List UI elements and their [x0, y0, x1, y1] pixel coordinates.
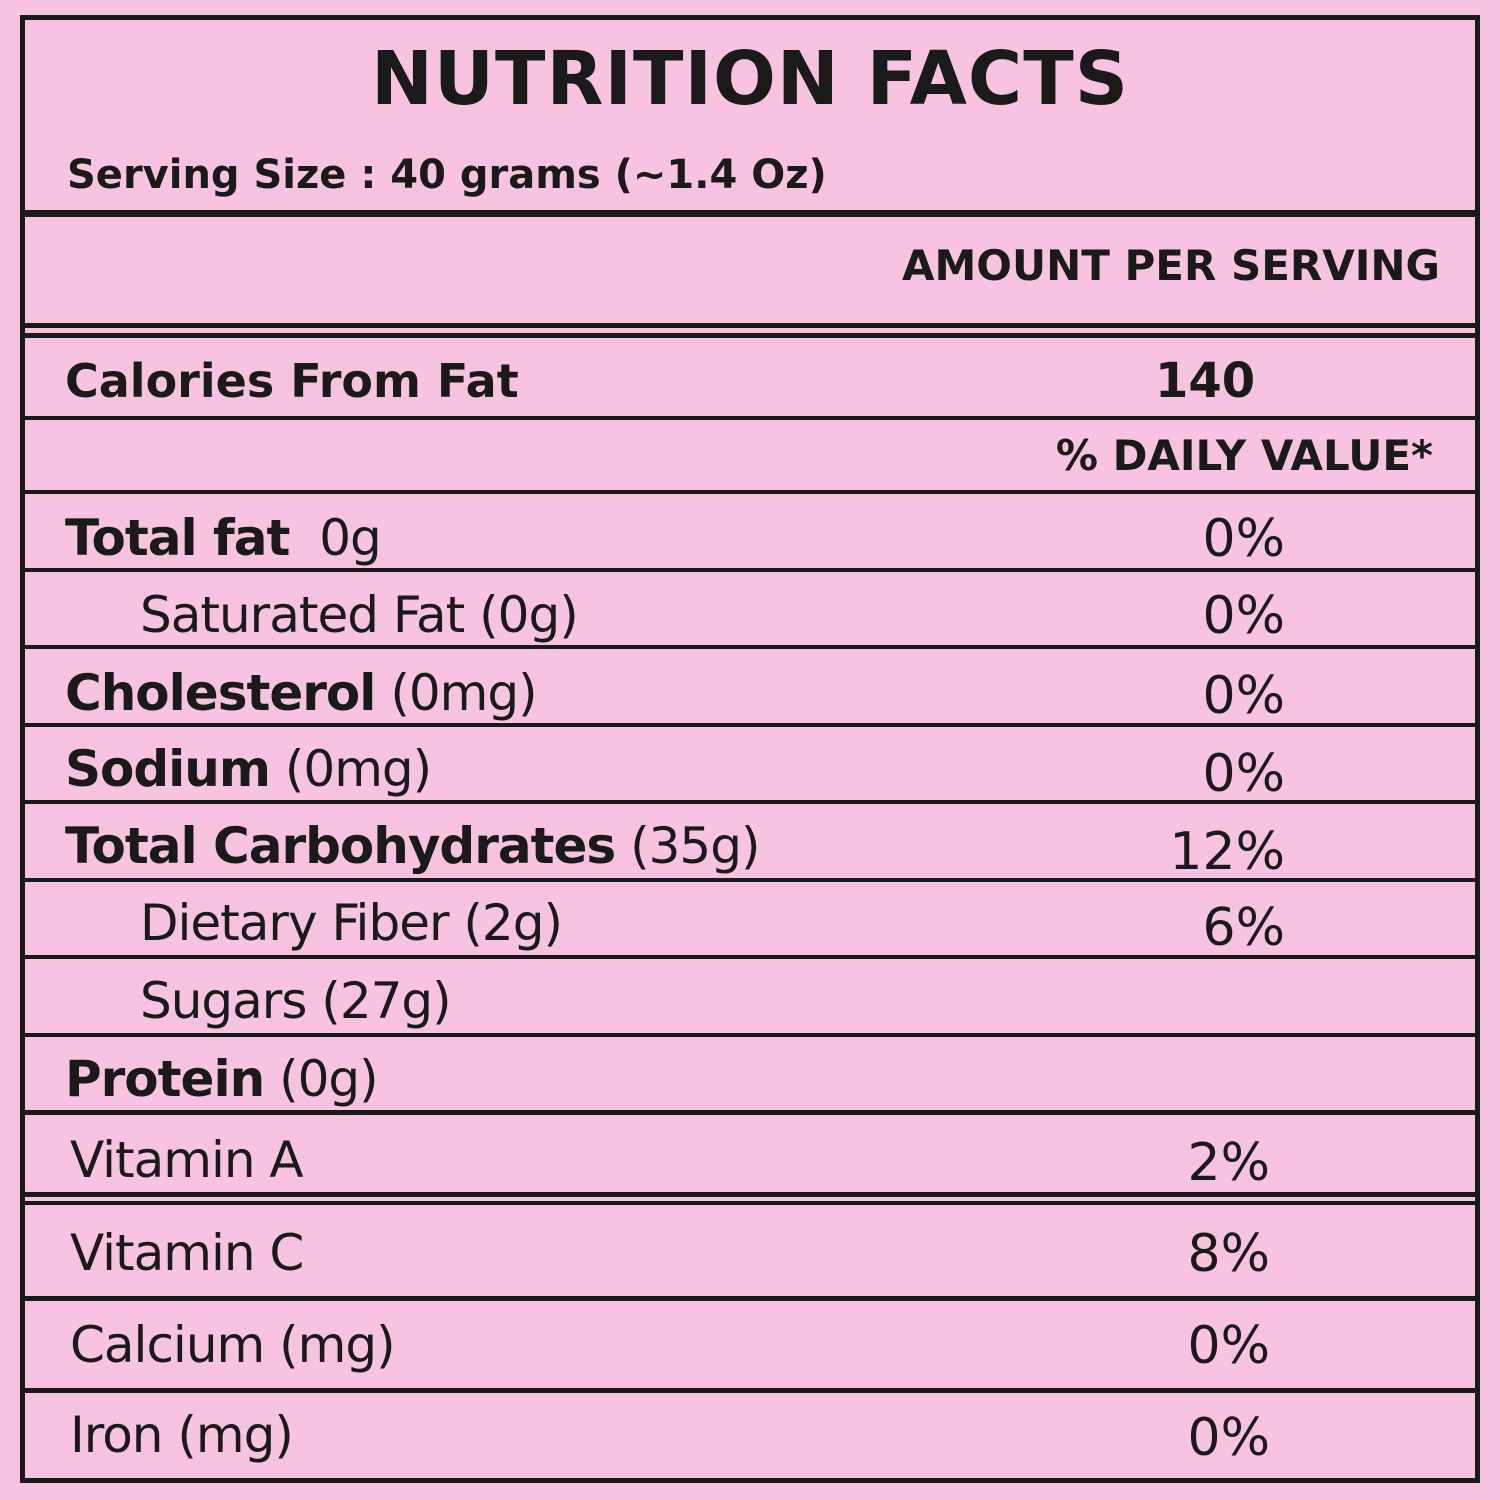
nutrient-name-sodium: Sodium (0mg) — [65, 740, 432, 798]
nutrient-name-cholesterol: Cholesterol (0mg) — [65, 664, 538, 722]
divider — [25, 1388, 1475, 1393]
nutrient-name-dietary-fiber: Dietary Fiber (2g) — [140, 894, 563, 952]
calories-from-fat-label: Calories From Fat — [65, 354, 519, 408]
divider — [25, 1296, 1475, 1301]
divider — [25, 323, 1475, 328]
divider — [25, 955, 1475, 959]
divider — [25, 568, 1475, 572]
divider — [25, 1201, 1475, 1205]
vitamin-dv-a: 2% — [1187, 1133, 1271, 1193]
vitamin-dv-c: 8% — [1187, 1224, 1271, 1284]
divider — [25, 416, 1475, 420]
vitamin-name-a: Vitamin A — [70, 1131, 304, 1189]
divider — [25, 1110, 1475, 1115]
divider — [25, 490, 1475, 494]
nutrient-name-protein: Protein (0g) — [65, 1050, 379, 1108]
mineral-dv-calcium: 0% — [1187, 1316, 1271, 1376]
nutrient-name-total-carbohydrates: Total Carbohydrates (35g) — [65, 817, 760, 875]
nutrient-dv-total-fat: 0% — [1202, 509, 1286, 569]
nutrient-dv-total-carbohydrates: 12% — [1169, 822, 1285, 882]
amount-per-serving-header: AMOUNT PER SERVING — [901, 241, 1440, 290]
nutrient-name-total-fat: Total fat 0g — [65, 509, 382, 567]
mineral-name-calcium: Calcium (mg) — [70, 1316, 396, 1374]
mineral-dv-iron: 0% — [1187, 1408, 1271, 1468]
nutrient-dv-sodium: 0% — [1202, 744, 1286, 804]
label-title: NUTRITION FACTS — [370, 36, 1130, 122]
daily-value-header: % DAILY VALUE* — [1055, 431, 1433, 480]
nutrient-name-sugars: Sugars (27g) — [140, 972, 452, 1030]
nutrient-dv-saturated-fat: 0% — [1202, 586, 1286, 646]
nutrient-dv-dietary-fiber: 6% — [1202, 898, 1286, 958]
divider — [25, 1033, 1475, 1037]
nutrition-facts-label: NUTRITION FACTS Serving Size : 40 grams … — [20, 15, 1480, 1483]
nutrient-name-saturated-fat: Saturated Fat (0g) — [140, 586, 579, 644]
divider — [25, 723, 1475, 727]
divider — [25, 800, 1475, 804]
nutrient-dv-cholesterol: 0% — [1202, 666, 1286, 726]
mineral-name-iron: Iron (mg) — [70, 1406, 294, 1464]
divider — [25, 333, 1475, 338]
thick-divider — [25, 210, 1475, 217]
calories-from-fat-value: 140 — [1155, 353, 1256, 409]
divider — [25, 645, 1475, 649]
divider — [25, 1192, 1475, 1197]
serving-size: Serving Size : 40 grams (~1.4 Oz) — [67, 152, 827, 198]
vitamin-name-c: Vitamin C — [70, 1224, 304, 1282]
divider — [25, 878, 1475, 882]
